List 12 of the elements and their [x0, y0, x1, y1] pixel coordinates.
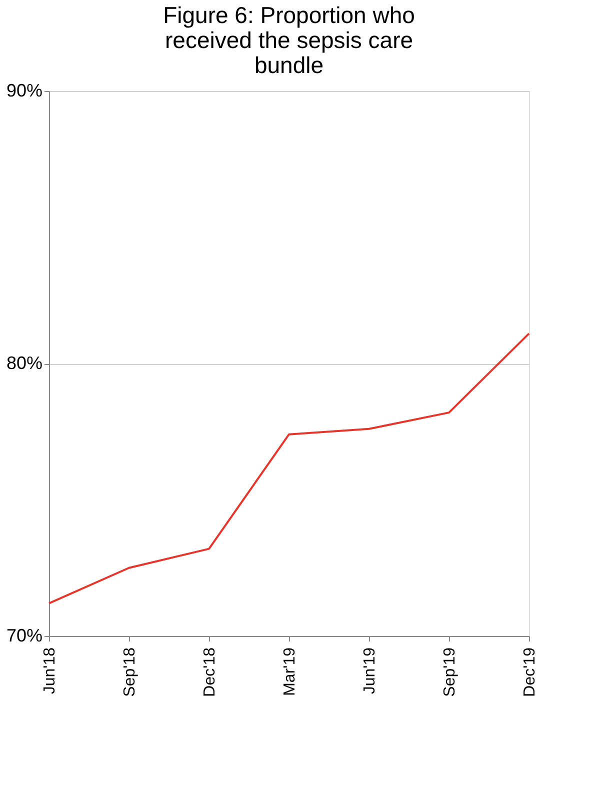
y-tick-label: 90% — [6, 80, 42, 100]
x-tick-label: Dec'19 — [522, 647, 538, 697]
line-series — [48, 332, 530, 604]
x-tick-label: Dec'18 — [202, 647, 218, 697]
x-tick-label: Sep'19 — [442, 647, 458, 697]
y-tick-label: 70% — [6, 626, 42, 646]
x-tick-label: Jun'19 — [362, 647, 378, 694]
x-tick-label: Jun'18 — [42, 647, 58, 694]
x-tick-label: Mar'19 — [282, 647, 298, 696]
y-tick-label: 80% — [6, 353, 42, 373]
chart-title: Figure 6: Proportion who received the sepsis care bundle — [163, 2, 415, 78]
x-tick-label: Sep'18 — [122, 647, 138, 697]
